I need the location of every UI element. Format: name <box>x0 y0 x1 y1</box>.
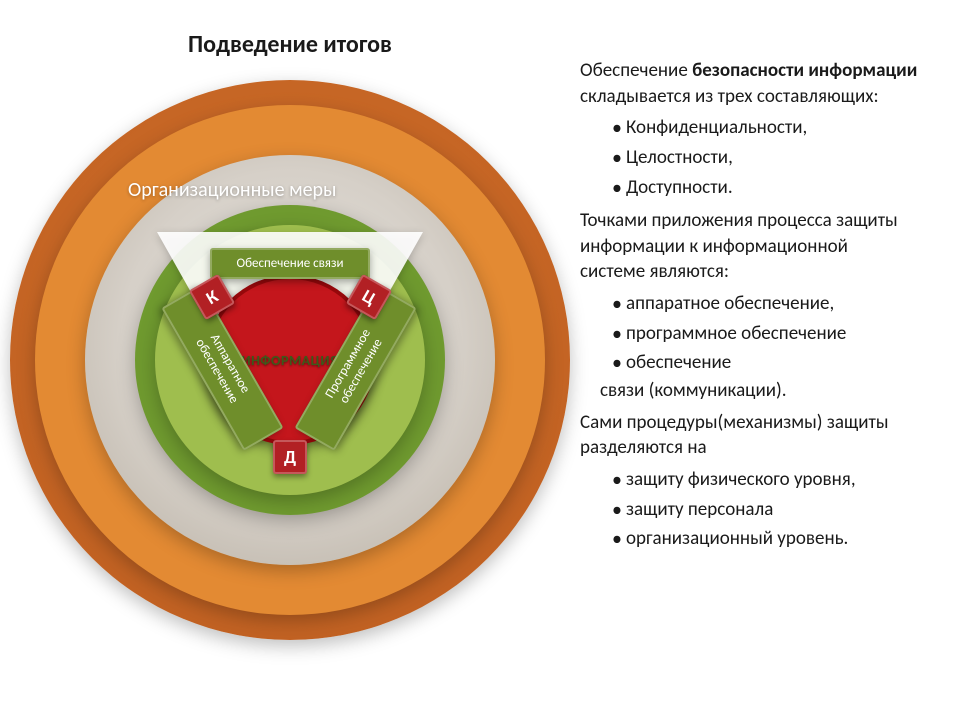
list-item: обеспечение <box>626 350 940 376</box>
p1-a: Обеспечение <box>580 59 692 82</box>
p1-b: безопасности информации <box>692 59 917 82</box>
ring-gray-label: Организационные меры <box>128 178 336 202</box>
list-item: аппаратное обеспечение, <box>626 291 940 317</box>
bar-top: Обеспечение связи <box>210 248 370 279</box>
text-column: Обеспечение безопасности информации скла… <box>580 58 940 560</box>
list-item: программное обеспечение <box>626 321 940 347</box>
list-item: организационный уровень. <box>626 526 940 552</box>
list-item: защиту физического уровня, <box>626 467 940 493</box>
badge-d: Д <box>273 440 307 474</box>
list-item: защиту персонала <box>626 497 940 523</box>
list-1: Конфиденциальности, Целостности, Доступн… <box>580 115 940 200</box>
list-item: Целостности, <box>626 145 940 171</box>
slide-stage: Подведение итогов Организационные меры И… <box>0 0 960 720</box>
paragraph-1: Обеспечение безопасности информации скла… <box>580 58 940 109</box>
list-3: защиту физического уровня, защиту персон… <box>580 467 940 552</box>
list-2: аппаратное обеспечение, программное обес… <box>580 291 940 376</box>
p1-c: складывается из трех составляющих: <box>580 85 879 108</box>
concentric-diagram: Организационные меры ИНФОРМАЦИЯ Обеспече… <box>10 80 570 640</box>
slide-title: Подведение итогов <box>188 30 392 59</box>
list2-tail: связи (коммуникации). <box>580 378 940 404</box>
paragraph-2: Точками приложения процесса защиты инфор… <box>580 208 940 285</box>
paragraph-3: Сами процедуры(механизмы) защиты разделя… <box>580 410 940 461</box>
list-item: Доступности. <box>626 175 940 201</box>
list-item: Конфиденциальности, <box>626 115 940 141</box>
